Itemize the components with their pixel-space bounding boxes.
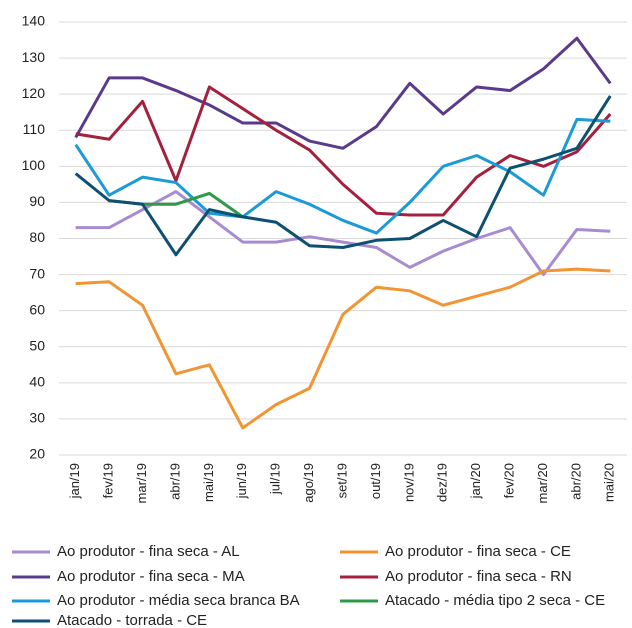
x-tick-label: jan/20 (468, 463, 483, 499)
y-tick-label: 140 (22, 13, 46, 29)
y-tick-label: 120 (22, 85, 46, 101)
x-tick-label: mar/19 (134, 463, 149, 503)
x-tick-label: jan/19 (67, 463, 82, 499)
y-tick-label: 70 (29, 265, 45, 281)
x-tick-label: jul/19 (268, 463, 283, 495)
series-line (74, 117, 611, 235)
legend-label: Ao produtor - fina seca - MA (57, 568, 245, 585)
x-tick-label: mar/20 (535, 463, 550, 503)
legend-label: Ao produtor - fina seca - CE (385, 543, 571, 560)
y-tick-label: 30 (29, 410, 45, 426)
x-tick-label: mai/20 (602, 463, 617, 502)
y-tick-label: 130 (22, 49, 46, 65)
x-tick-label: ago/19 (301, 463, 316, 503)
x-tick-label: fev/19 (101, 463, 116, 498)
series-line (75, 190, 611, 277)
y-tick-label: 40 (29, 374, 45, 390)
legend-label: Atacado - média tipo 2 seca - CE (385, 592, 605, 609)
legend-label: Atacado - torrada - CE (57, 612, 207, 628)
y-tick-label: 100 (22, 157, 46, 173)
x-tick-label: abr/20 (568, 463, 583, 500)
legend-label: Ao produtor - fina seca - AL (57, 543, 240, 560)
x-tick-label: dez/19 (435, 463, 450, 502)
y-tick-label: 80 (29, 229, 45, 245)
x-tick-label: jun/19 (234, 463, 249, 499)
series-line (74, 95, 612, 257)
y-tick-label: 90 (29, 193, 45, 209)
x-tick-label: abr/19 (167, 463, 182, 500)
y-tick-label: 50 (29, 337, 45, 353)
series-line (74, 36, 612, 150)
legend-label: Ao produtor - fina seca - RN (385, 568, 572, 585)
y-tick-label: 20 (29, 446, 45, 462)
legend-label: Ao produtor - média seca branca BA (57, 592, 300, 609)
y-tick-label: 110 (23, 121, 46, 137)
x-tick-label: fev/20 (501, 463, 516, 498)
x-tick-label: mai/19 (201, 463, 216, 502)
y-tick-label: 60 (29, 301, 45, 317)
series-line (75, 267, 611, 430)
series-line (75, 85, 612, 217)
x-tick-label: out/19 (368, 463, 383, 499)
x-tick-label: nov/19 (401, 463, 416, 502)
x-tick-label: set/19 (334, 463, 349, 498)
